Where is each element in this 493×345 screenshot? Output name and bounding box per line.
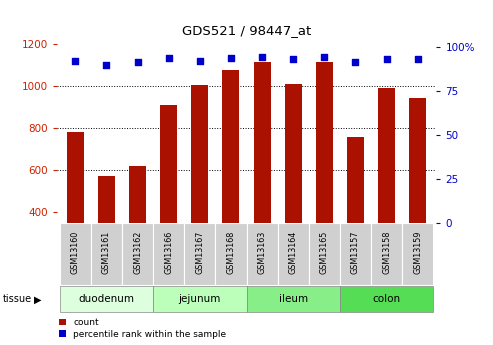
Text: GSM13166: GSM13166 xyxy=(164,231,173,274)
Title: GDS521 / 98447_at: GDS521 / 98447_at xyxy=(182,24,311,37)
Point xyxy=(196,58,204,64)
Bar xyxy=(284,84,302,223)
Point xyxy=(383,56,390,62)
Text: ileum: ileum xyxy=(279,294,308,304)
Point xyxy=(414,56,422,62)
Text: GSM13161: GSM13161 xyxy=(102,231,111,274)
Bar xyxy=(347,137,364,223)
Bar xyxy=(371,223,402,285)
Bar xyxy=(98,176,115,223)
Point xyxy=(71,58,79,64)
Bar xyxy=(222,70,240,223)
Text: GSM13165: GSM13165 xyxy=(320,231,329,274)
Bar xyxy=(67,132,84,223)
Bar xyxy=(153,286,246,313)
Text: GSM13164: GSM13164 xyxy=(289,231,298,274)
Bar xyxy=(340,286,433,313)
Text: jejunum: jejunum xyxy=(178,294,221,304)
Point xyxy=(258,54,266,60)
Bar xyxy=(246,286,340,313)
Point xyxy=(320,54,328,60)
Bar xyxy=(153,223,184,285)
Bar xyxy=(122,223,153,285)
Bar xyxy=(402,223,433,285)
Bar xyxy=(409,98,426,223)
Point xyxy=(134,59,141,65)
Text: GSM13168: GSM13168 xyxy=(226,231,236,274)
Text: ▶: ▶ xyxy=(34,295,41,304)
Text: colon: colon xyxy=(372,294,401,304)
Bar xyxy=(129,166,146,223)
Text: GSM13158: GSM13158 xyxy=(382,231,391,274)
Text: GSM13162: GSM13162 xyxy=(133,231,142,274)
Bar xyxy=(253,62,271,223)
Bar xyxy=(316,62,333,223)
Text: tissue: tissue xyxy=(2,295,32,304)
Point xyxy=(103,62,110,68)
Bar xyxy=(278,223,309,285)
Bar xyxy=(91,223,122,285)
Bar xyxy=(246,223,278,285)
Point xyxy=(289,56,297,62)
Text: GSM13163: GSM13163 xyxy=(257,231,267,274)
Text: GSM13167: GSM13167 xyxy=(195,231,204,274)
Bar xyxy=(160,105,177,223)
Text: GSM13159: GSM13159 xyxy=(413,230,422,274)
Point xyxy=(165,55,173,61)
Bar xyxy=(215,223,246,285)
Point xyxy=(352,59,359,65)
Text: GSM13157: GSM13157 xyxy=(351,230,360,274)
Bar xyxy=(378,88,395,223)
Bar xyxy=(60,286,153,313)
Bar xyxy=(340,223,371,285)
Bar xyxy=(309,223,340,285)
Bar xyxy=(60,223,91,285)
Point xyxy=(227,55,235,61)
Text: duodenum: duodenum xyxy=(78,294,135,304)
Bar xyxy=(184,223,215,285)
Bar xyxy=(191,85,209,223)
Legend: count, percentile rank within the sample: count, percentile rank within the sample xyxy=(59,318,226,339)
Text: GSM13160: GSM13160 xyxy=(71,231,80,274)
